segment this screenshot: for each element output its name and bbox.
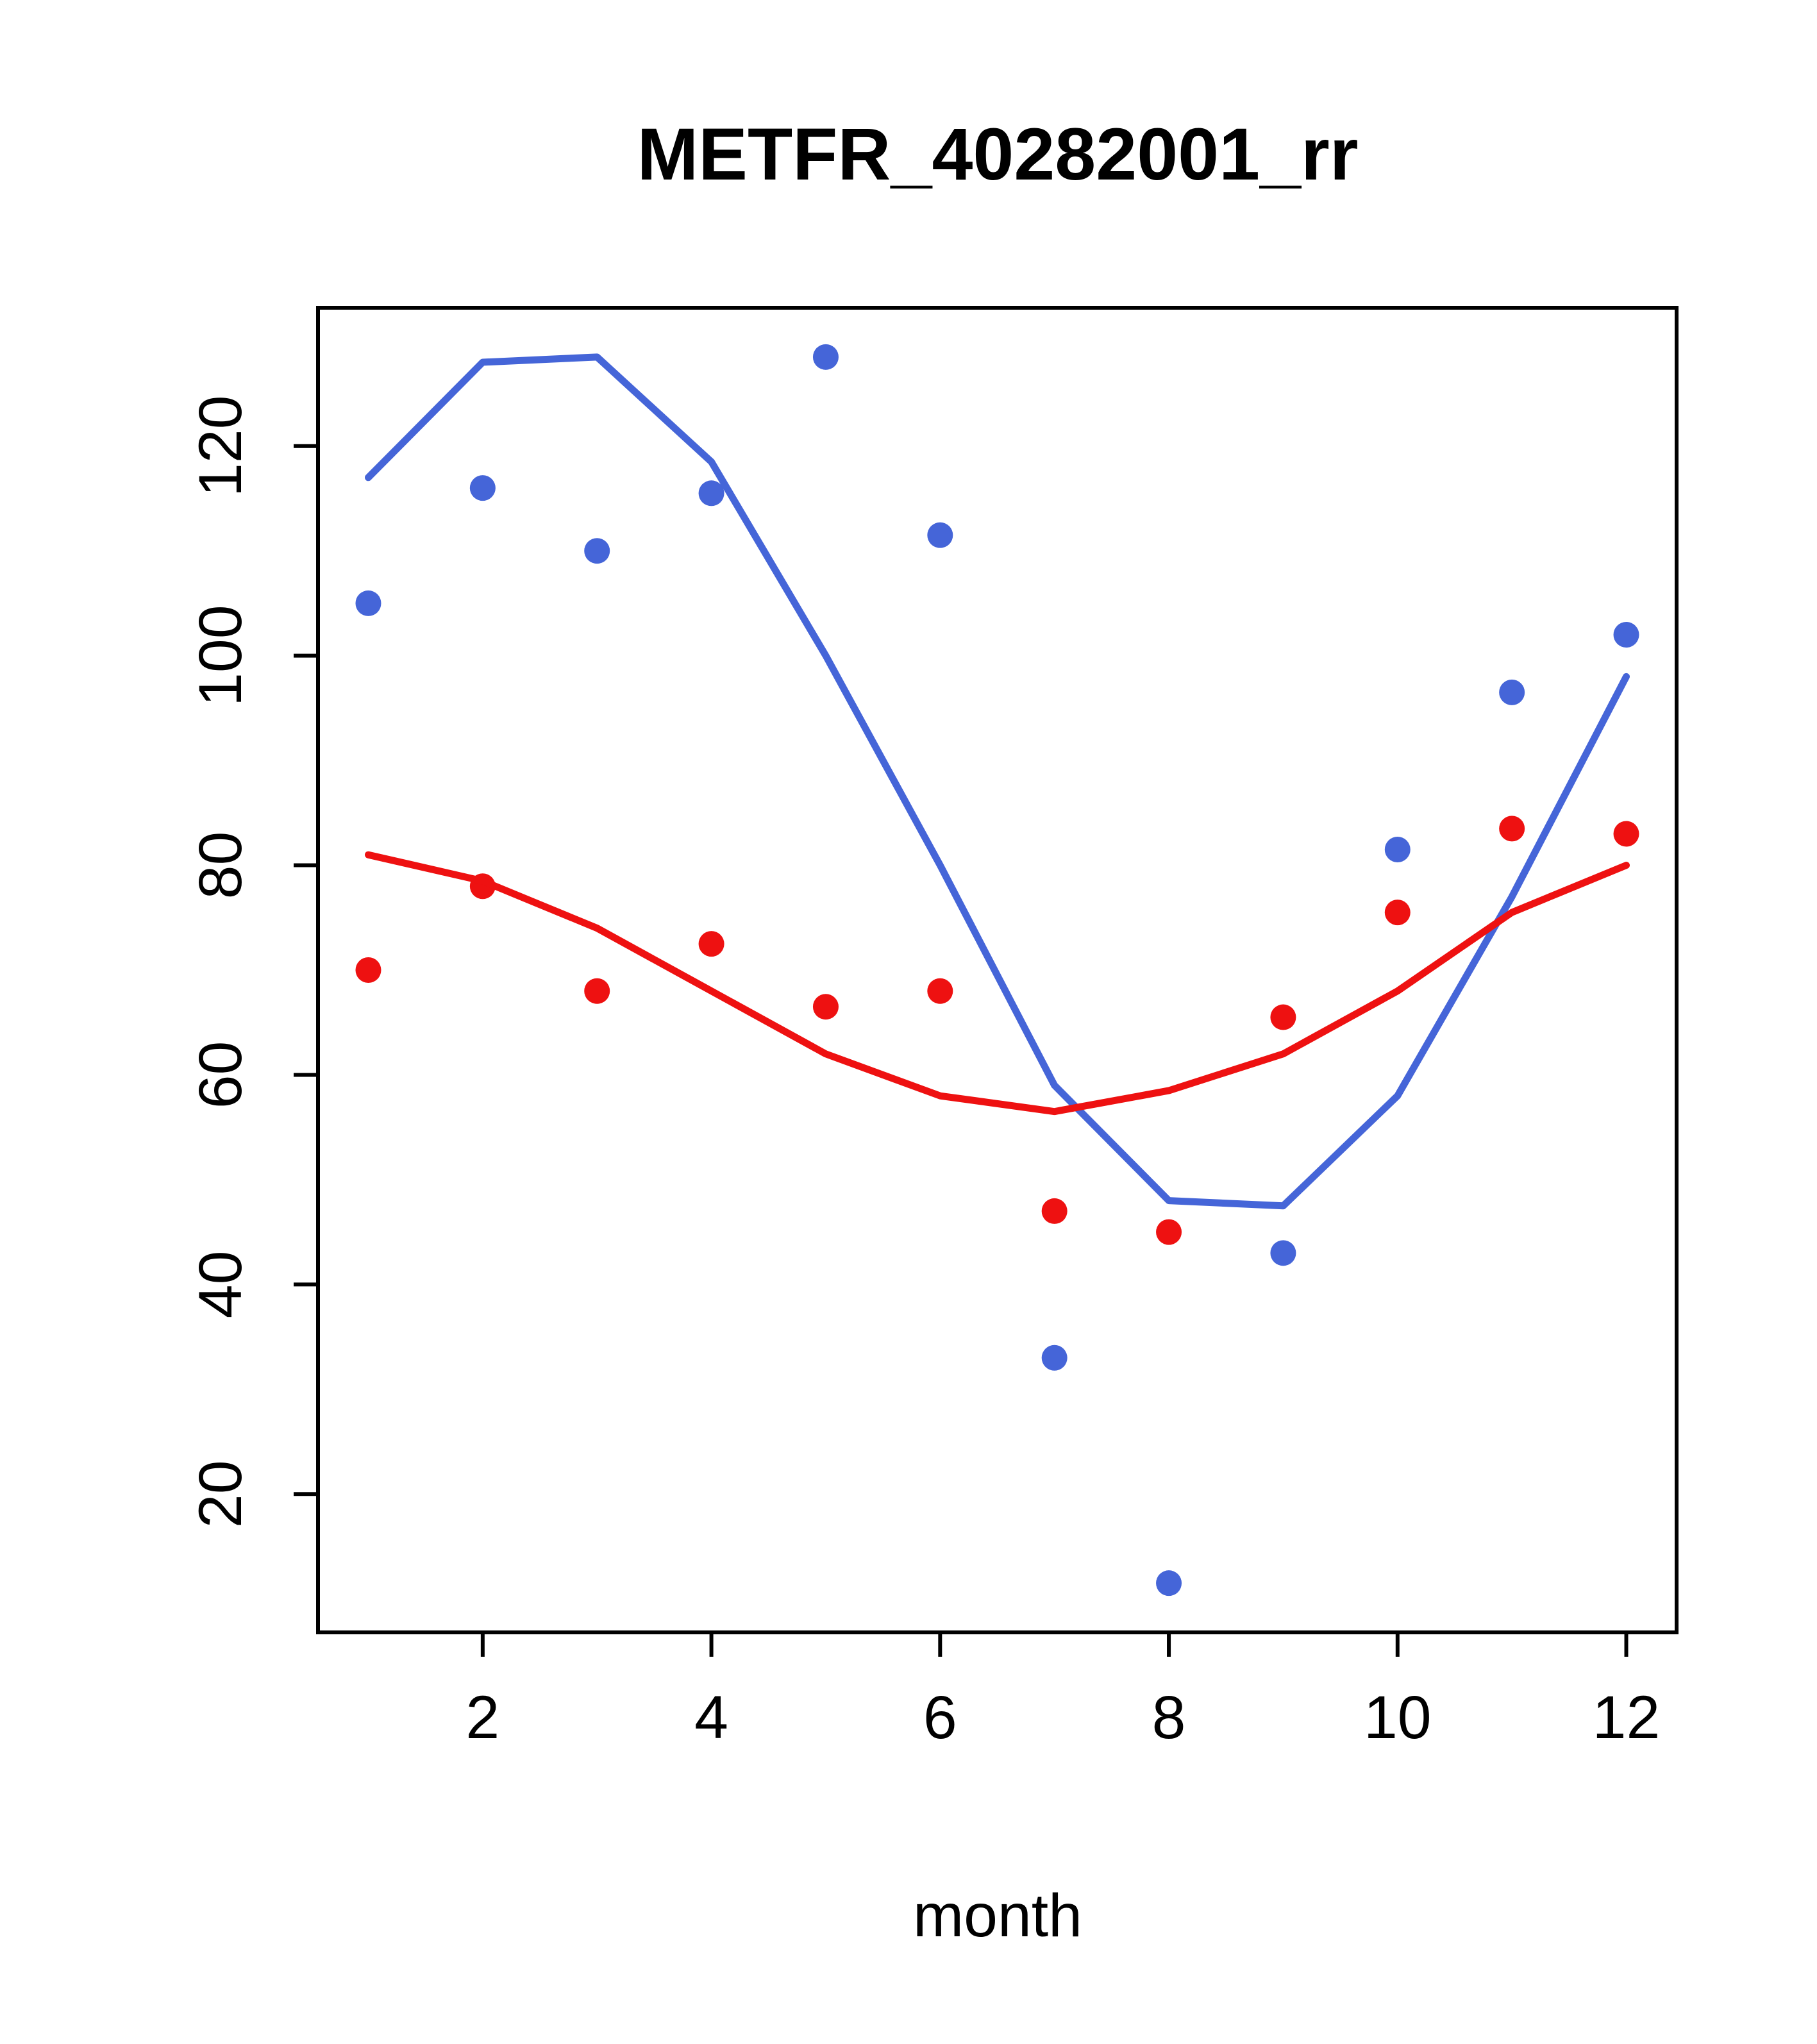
blue-points-marker xyxy=(1613,621,1639,648)
y-tick-label: 60 xyxy=(187,1041,255,1109)
y-tick-label: 80 xyxy=(187,832,255,900)
blue-points-marker xyxy=(1156,1570,1182,1596)
red-points-marker xyxy=(927,978,953,1004)
blue-points-marker xyxy=(927,522,953,548)
x-tick-label: 2 xyxy=(465,1684,499,1752)
blue-points-marker xyxy=(698,480,724,507)
x-axis-label: month xyxy=(913,1882,1082,1950)
y-tick-label: 100 xyxy=(187,605,255,707)
red-points-marker xyxy=(1156,1219,1182,1245)
blue-points-marker xyxy=(469,475,496,501)
red-points-marker xyxy=(584,978,610,1004)
axis-ticks: 2 4 6 8 10 12 20 40 60 80 100 120 xyxy=(187,395,1660,1752)
red-points-marker xyxy=(812,994,839,1020)
red-points-marker xyxy=(1499,816,1525,842)
red-smooth-line xyxy=(364,851,1630,1116)
blue-points-marker xyxy=(584,538,610,564)
red-points-marker xyxy=(1270,1004,1296,1030)
red-points-marker xyxy=(1384,900,1411,926)
x-tick-label: 10 xyxy=(1364,1684,1432,1752)
blue-points-marker xyxy=(355,590,381,616)
blue-points-marker xyxy=(812,344,839,370)
blue-points-marker xyxy=(1499,679,1525,705)
red-points-marker xyxy=(1041,1198,1068,1224)
x-tick-label: 8 xyxy=(1152,1684,1186,1752)
blue-points-marker xyxy=(1270,1240,1296,1266)
y-tick-label: 20 xyxy=(187,1460,255,1528)
x-tick-label: 12 xyxy=(1593,1684,1661,1752)
red-points-marker xyxy=(1613,821,1639,847)
series-layer xyxy=(355,344,1639,1596)
plot-box xyxy=(316,306,1679,1634)
blue-points-marker xyxy=(1041,1345,1068,1371)
red-points-marker xyxy=(355,957,381,983)
x-tick-label: 4 xyxy=(694,1684,728,1752)
x-tick-label: 6 xyxy=(923,1684,957,1752)
chart-title: METFR_40282001_rr xyxy=(637,113,1358,196)
y-tick-label: 120 xyxy=(187,395,255,497)
y-tick-label: 40 xyxy=(187,1251,255,1319)
blue-points-marker xyxy=(1384,837,1411,863)
red-points-marker xyxy=(698,931,724,957)
blue-smooth-line xyxy=(364,353,1630,1210)
